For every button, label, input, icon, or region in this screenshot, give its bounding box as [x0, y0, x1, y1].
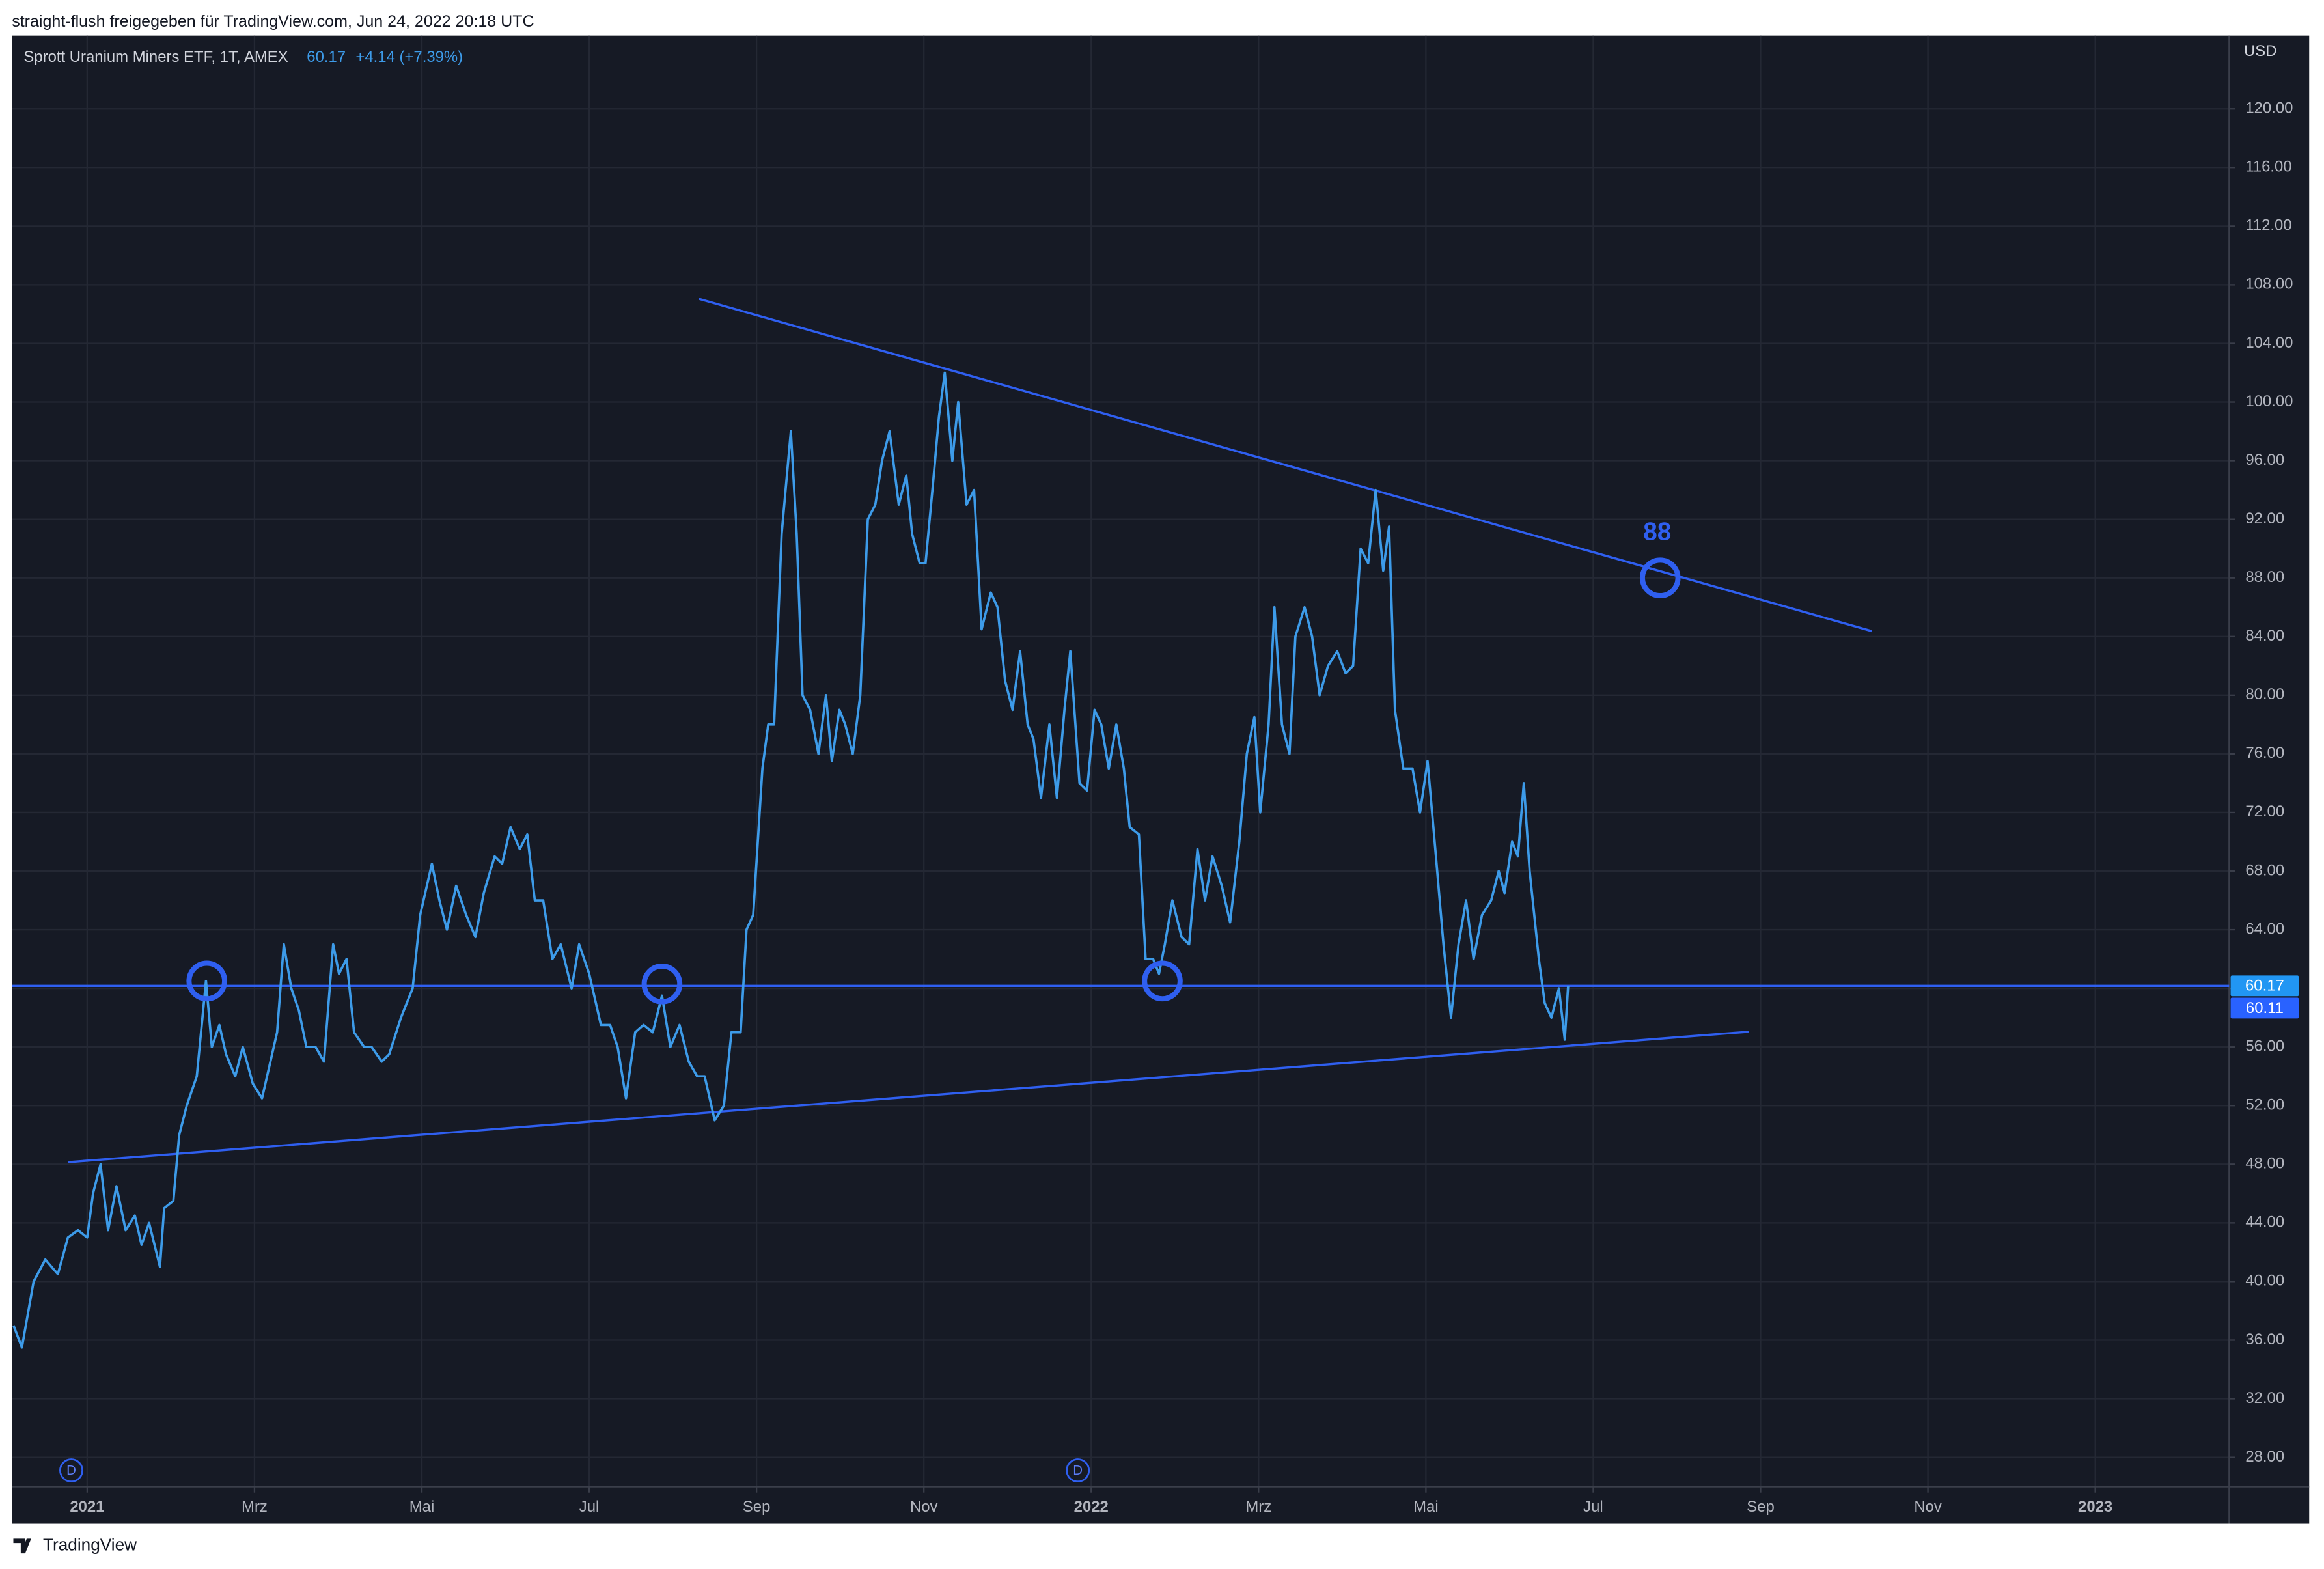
y-tick-label: 28.00 — [2245, 1448, 2284, 1465]
y-tick-label: 120.00 — [2245, 100, 2293, 117]
y-tick-label: 84.00 — [2245, 627, 2284, 645]
x-tick-label: 2023 — [2078, 1498, 2112, 1516]
price-tag-label: 60.17 — [2245, 977, 2284, 995]
currency: USD — [2244, 42, 2276, 60]
x-tick-label: Mai — [409, 1498, 435, 1516]
dividend-marker — [59, 1458, 83, 1483]
x-tick-label: Mrz — [1245, 1498, 1271, 1516]
price-tag — [2230, 997, 2299, 1019]
x-tick-label: 2021 — [70, 1498, 104, 1516]
x-tick-label: 2022 — [1074, 1498, 1109, 1516]
dividend-label: D — [1073, 1463, 1083, 1478]
price-line — [12, 371, 1570, 1349]
y-tick-label: 116.00 — [2245, 158, 2291, 176]
y-tick-label: 96.00 — [2245, 451, 2284, 469]
x-tick-label: Nov — [910, 1498, 938, 1516]
x-tick-label: Nov — [1914, 1498, 1942, 1516]
price-tag — [2230, 975, 2299, 997]
y-tick-label: 108.00 — [2245, 275, 2293, 293]
y-tick-label: 64.00 — [2245, 920, 2284, 937]
y-tick-label: 68.00 — [2245, 861, 2284, 879]
x-tick-label: Jul — [1583, 1498, 1603, 1516]
legend-symbol: Sprott Uranium Miners ETF, 1T, AMEX — [23, 48, 288, 66]
x-tick-label: Sep — [1747, 1498, 1775, 1516]
y-tick-label: 52.00 — [2245, 1096, 2284, 1114]
grid — [12, 35, 2230, 1487]
y-tick-label: 88.00 — [2245, 568, 2284, 586]
circle-marker — [1639, 557, 1681, 599]
y-tick-label: 104.00 — [2245, 334, 2293, 352]
y-tick-label: 36.00 — [2245, 1331, 2284, 1348]
y-tick-label: 92.00 — [2245, 510, 2284, 527]
y-tick-label: 48.00 — [2245, 1155, 2284, 1173]
price-tag-label: 60.11 — [2246, 999, 2284, 1017]
circle-marker — [186, 960, 227, 1002]
y-tick-label: 112.00 — [2245, 217, 2291, 234]
x-tick-label: Mrz — [242, 1498, 268, 1516]
y-tick-label: 76.00 — [2245, 744, 2284, 762]
y-tick-label: 32.00 — [2245, 1389, 2284, 1407]
circle-marker — [1142, 960, 1183, 1002]
y-tick-label: 44.00 — [2245, 1214, 2284, 1231]
brand: TradingView — [43, 1535, 137, 1555]
y-tick-label: 40.00 — [2245, 1272, 2284, 1290]
annotation: 88 — [1643, 518, 1671, 546]
y-tick-label: 80.00 — [2245, 686, 2284, 703]
brand-logo — [13, 1538, 31, 1554]
y-tick-label: 72.00 — [2245, 803, 2284, 820]
dividend-marker — [1066, 1458, 1090, 1483]
trend-line — [68, 1031, 1749, 1163]
legend-last: 60.17 — [307, 48, 346, 66]
legend-change: +4.14 (+7.39%) — [355, 48, 463, 66]
x-tick-label: Mai — [1413, 1498, 1439, 1516]
attribution: straight-flush freigegeben für TradingVi… — [12, 12, 534, 31]
y-tick-label: 56.00 — [2245, 1037, 2284, 1055]
x-tick-label: Jul — [579, 1498, 600, 1516]
circle-marker — [641, 964, 683, 1005]
dividend-label: D — [66, 1463, 76, 1478]
y-tick-label: 100.00 — [2245, 393, 2293, 410]
chart-pane — [12, 35, 2310, 1524]
x-tick-label: Sep — [743, 1498, 771, 1516]
